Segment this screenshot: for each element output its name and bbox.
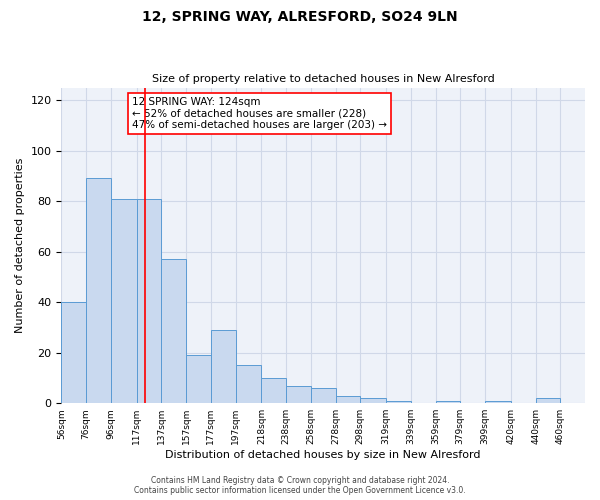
Bar xyxy=(61,302,86,403)
Bar xyxy=(161,260,186,403)
Bar xyxy=(236,366,262,403)
Bar xyxy=(86,178,111,403)
Bar xyxy=(286,386,311,403)
Text: 12 SPRING WAY: 124sqm
← 52% of detached houses are smaller (228)
47% of semi-det: 12 SPRING WAY: 124sqm ← 52% of detached … xyxy=(132,97,387,130)
Bar xyxy=(186,355,211,403)
Bar xyxy=(386,400,411,403)
X-axis label: Distribution of detached houses by size in New Alresford: Distribution of detached houses by size … xyxy=(166,450,481,460)
Y-axis label: Number of detached properties: Number of detached properties xyxy=(15,158,25,333)
Bar xyxy=(335,396,360,403)
Text: 12, SPRING WAY, ALRESFORD, SO24 9LN: 12, SPRING WAY, ALRESFORD, SO24 9LN xyxy=(142,10,458,24)
Bar xyxy=(436,400,460,403)
Bar xyxy=(360,398,386,403)
Bar xyxy=(485,400,511,403)
Text: Contains HM Land Registry data © Crown copyright and database right 2024.
Contai: Contains HM Land Registry data © Crown c… xyxy=(134,476,466,495)
Bar xyxy=(137,198,161,403)
Bar xyxy=(262,378,286,403)
Bar xyxy=(111,198,137,403)
Bar xyxy=(536,398,560,403)
Bar xyxy=(311,388,335,403)
Title: Size of property relative to detached houses in New Alresford: Size of property relative to detached ho… xyxy=(152,74,494,84)
Bar xyxy=(211,330,236,403)
